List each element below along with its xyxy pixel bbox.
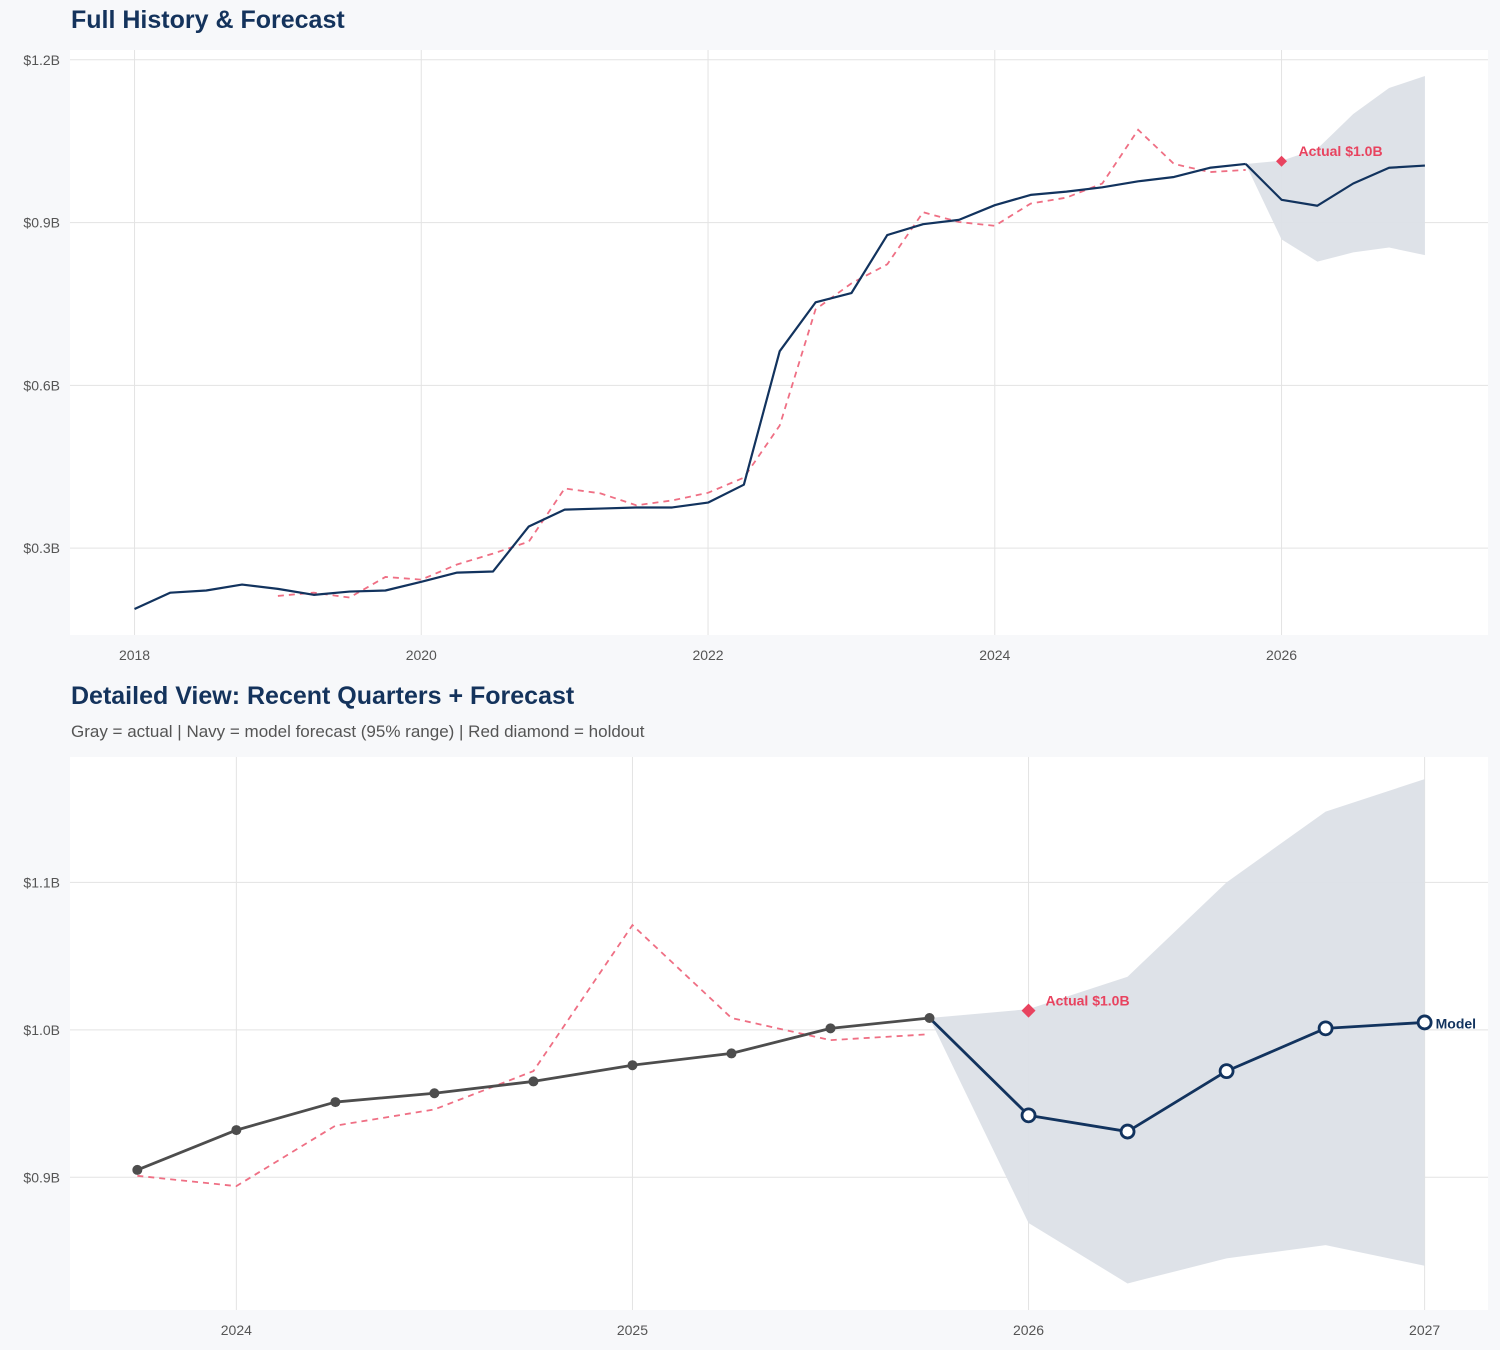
x-tick-label: 2027 — [1409, 1322, 1440, 1338]
actual-point — [924, 1013, 935, 1024]
chart-title-detailed-view: Detailed View: Recent Quarters + Forecas… — [71, 682, 575, 710]
plot-area — [70, 50, 1488, 635]
y-tick-label: $0.9B — [23, 215, 60, 231]
forecast-95-band — [1245, 76, 1425, 262]
forecast-95-band — [929, 779, 1425, 1284]
actual-point — [429, 1088, 440, 1099]
x-tick-label: 2026 — [1266, 647, 1297, 663]
holdout-diamond-marker — [1021, 1003, 1036, 1018]
y-tick-label: $0.6B — [23, 377, 60, 393]
forecast-point — [1020, 1107, 1037, 1124]
x-tick-label: 2024 — [979, 647, 1010, 663]
actual-point — [231, 1125, 242, 1136]
forecast-line — [928, 1017, 1425, 1133]
holdout-label: Actual $1.0B — [1299, 143, 1383, 159]
y-tick-label: $1.1B — [23, 874, 60, 890]
actual-point — [528, 1076, 539, 1087]
y-tick-label: $0.9B — [23, 1169, 60, 1185]
x-tick-label: 2026 — [1013, 1322, 1044, 1338]
x-tick-label: 2025 — [617, 1322, 648, 1338]
actual-point — [132, 1164, 143, 1175]
forecast-line — [1244, 163, 1425, 207]
chart-title-full-history: Full History & Forecast — [71, 6, 345, 34]
holdout-label: Actual $1.0B — [1046, 993, 1130, 1009]
actual-point — [825, 1023, 836, 1034]
chart-panel-1: $0.9B $1.0B $1.1B 2024 2025 2026 2027 Model Actu… — [23, 757, 1488, 1338]
forecast-point — [1218, 1063, 1235, 1080]
model-label: Model — [1436, 1015, 1476, 1031]
x-tick-label: 2024 — [221, 1322, 252, 1338]
actual-point — [627, 1060, 638, 1071]
y-tick-label: $0.3B — [23, 540, 60, 556]
chart-subtitle-legend: Gray = actual | Navy = model forecast (9… — [71, 722, 645, 741]
x-tick-label: 2020 — [406, 647, 437, 663]
actual-line — [134, 162, 1246, 610]
x-tick-label: 2018 — [119, 647, 150, 663]
actual-point — [726, 1048, 737, 1059]
y-tick-label: $1.2B — [23, 52, 60, 68]
fitted-dashed-line — [137, 923, 930, 1188]
chart-panel-0: $0.3B $0.6B $0.9B $1.2B 2018 2020 2022 2024 2026… — [23, 50, 1488, 663]
holdout-diamond-marker — [1276, 155, 1288, 167]
forecast-point — [1416, 1014, 1433, 1031]
x-tick-label: 2022 — [692, 647, 723, 663]
forecast-point — [1119, 1123, 1136, 1140]
actual-point — [330, 1097, 341, 1108]
forecast-point — [1317, 1020, 1334, 1037]
y-tick-label: $1.0B — [23, 1022, 60, 1038]
